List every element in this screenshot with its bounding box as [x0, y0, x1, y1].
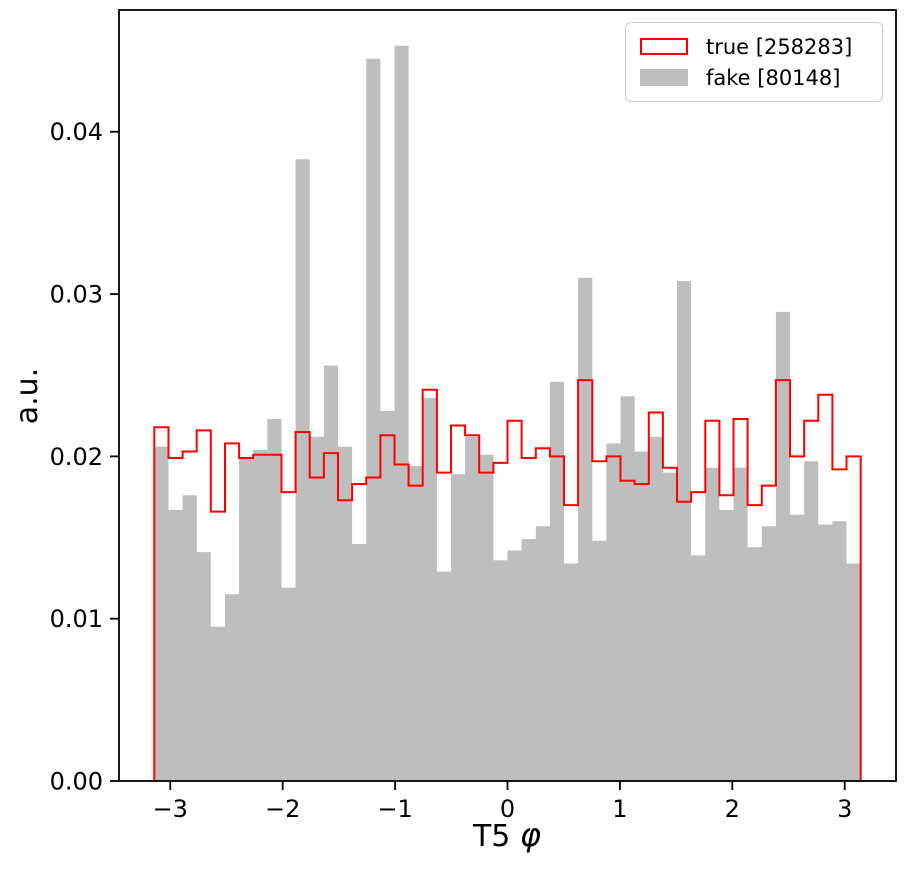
x-tick-label: 3 — [837, 795, 852, 823]
legend-entry-fake: fake [80148] — [640, 63, 870, 93]
true-series-line — [153, 379, 862, 781]
x-tick-label: −3 — [153, 795, 188, 823]
y-tick-label: 0.01 — [50, 605, 103, 633]
x-tick-label: −2 — [265, 795, 300, 823]
legend-label-true: true [258283] — [706, 34, 853, 59]
y-tick-label: 0.04 — [50, 118, 103, 146]
fake-series-area — [154, 45, 861, 781]
legend-label-fake: fake [80148] — [706, 65, 841, 90]
x-tick-label: 1 — [612, 795, 627, 823]
x-tick-label: 2 — [725, 795, 740, 823]
legend-entry-true: true [258283] — [640, 32, 870, 62]
x-tick-label: −1 — [377, 795, 412, 823]
y-tick-label: 0.02 — [50, 443, 103, 471]
x-axis-label-text: T5 — [472, 819, 520, 854]
phi-symbol: φ — [519, 816, 542, 854]
x-tick-label: 0 — [500, 795, 515, 823]
y-tick-label: 0.00 — [50, 768, 103, 796]
y-axis-label: a.u. — [10, 367, 45, 425]
y-tick-label: 0.03 — [50, 281, 103, 309]
true-series-swatch-icon — [640, 38, 688, 55]
fake-series-swatch-icon — [640, 69, 688, 86]
legend: true [258283] fake [80148] — [625, 22, 883, 102]
x-axis-label: T5 φ — [382, 816, 632, 854]
